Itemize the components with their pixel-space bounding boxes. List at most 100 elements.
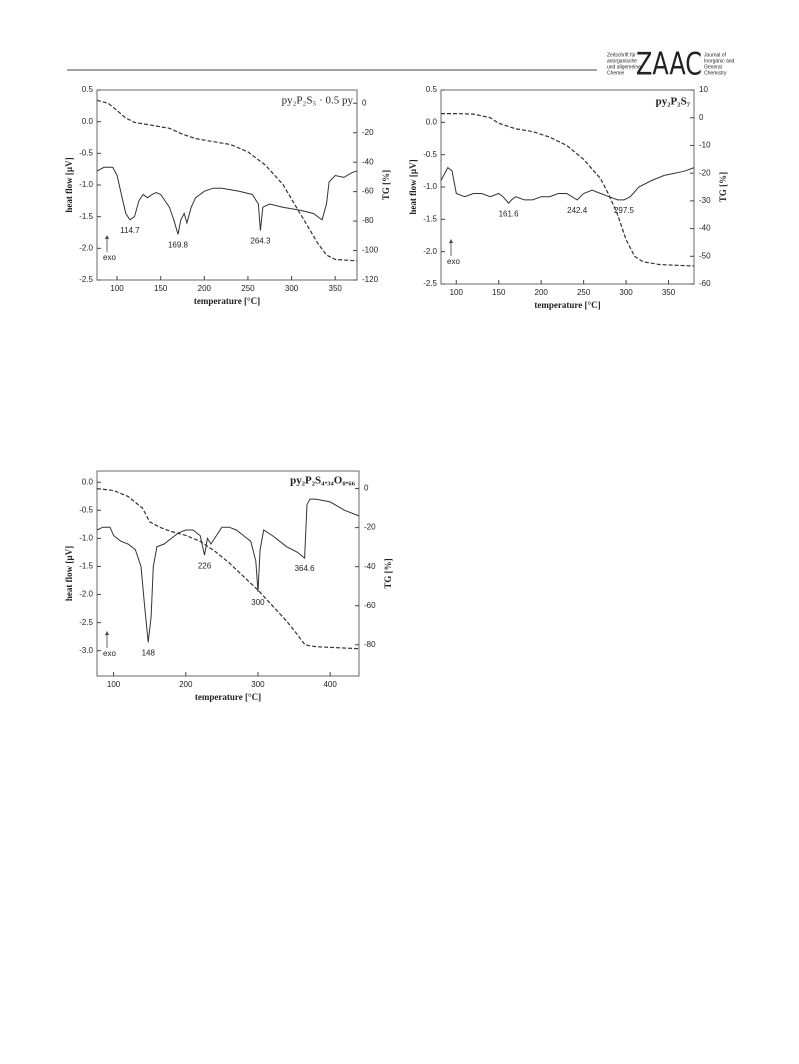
y2-tick-label: 0 — [362, 98, 367, 107]
peak-label: 161.6 — [499, 209, 520, 218]
x-tick-label: 400 — [323, 680, 337, 689]
x-tick-label: 300 — [285, 284, 299, 293]
y-axis-label: heat flow [µV] — [64, 157, 74, 212]
y2-tick-label: 10 — [699, 85, 708, 94]
y2-tick-label: -20 — [364, 523, 376, 532]
peak-label: 226 — [198, 561, 212, 570]
x-axis-label: temperature [°C] — [194, 296, 260, 306]
y2-tick-label: -30 — [699, 196, 711, 205]
exo-label: exo — [103, 649, 116, 658]
chart-title: py₂P₂S₅ · 0.5 py — [282, 95, 354, 107]
x-tick-label: 300 — [619, 288, 633, 297]
heat-flow-line — [96, 498, 360, 643]
y2-tick-label: -60 — [364, 601, 376, 610]
x-axis-label: temperature [°C] — [534, 300, 600, 310]
y2-tick-label: -80 — [364, 640, 376, 649]
heat-flow-line — [96, 166, 358, 235]
y-tick-label: -1.0 — [423, 182, 437, 191]
exo-arrowhead — [449, 239, 453, 243]
y-tick-label: -1.0 — [79, 180, 93, 189]
exo-label: exo — [103, 253, 116, 262]
y2-tick-label: -60 — [362, 187, 374, 196]
peak-label: 114.7 — [120, 226, 140, 235]
y-axis-label: heat flow [µV] — [64, 546, 74, 601]
exo-arrowhead — [105, 631, 109, 635]
x-tick-label: 100 — [107, 680, 121, 689]
y-tick-label: -1.5 — [423, 214, 437, 223]
journal-en: General — [704, 64, 722, 70]
y-tick-label: -2.0 — [79, 243, 93, 252]
y-tick-label: -1.0 — [79, 534, 93, 543]
x-tick-label: 350 — [329, 284, 343, 293]
peak-label: 364.6 — [295, 564, 316, 573]
y-tick-label: -1.5 — [79, 212, 93, 221]
plot-frame — [96, 470, 360, 677]
heat-flow-line — [440, 166, 695, 204]
journal-logo: ZAAC — [636, 47, 702, 83]
x-tick-label: 200 — [179, 680, 193, 689]
peak-label: 297.5 — [614, 206, 635, 215]
journal-de: und allgemeine — [607, 64, 641, 70]
tg-line — [96, 99, 358, 262]
x-tick-label: 150 — [492, 288, 506, 297]
chart-title: py₂P₂S₄.₃₄O₀.₆₆ — [290, 475, 356, 487]
y-tick-label: -2.0 — [423, 247, 437, 256]
x-tick-label: 100 — [110, 284, 124, 293]
y-tick-label: -3.0 — [79, 646, 93, 655]
peak-label: 148 — [142, 648, 156, 657]
x-tick-label: 100 — [450, 288, 464, 297]
journal-de: Zeitschrift für — [607, 52, 636, 58]
y2-axis-label: TG [%] — [383, 558, 393, 588]
y2-tick-label: -20 — [362, 128, 374, 137]
y2-tick-label: -20 — [699, 168, 711, 177]
exo-label: exo — [447, 257, 460, 266]
x-tick-label: 250 — [241, 284, 255, 293]
plot-frame — [96, 89, 358, 281]
y2-tick-label: -40 — [364, 562, 376, 571]
journal-en: Chemistry — [704, 70, 727, 76]
plot-frame — [440, 89, 695, 285]
journal-de: Chemie — [607, 70, 624, 76]
y-tick-label: -0.5 — [423, 150, 437, 159]
y2-tick-label: 0 — [364, 484, 369, 493]
x-tick-label: 250 — [577, 288, 591, 297]
y-tick-label: -2.0 — [79, 590, 93, 599]
y2-axis-label: TG [%] — [718, 172, 728, 202]
y2-tick-label: -120 — [362, 275, 379, 284]
tg-line — [96, 488, 360, 650]
y-tick-label: -2.5 — [423, 279, 437, 288]
journal-en: Inorganic and — [704, 58, 735, 64]
y-tick-label: -1.5 — [79, 562, 93, 571]
y2-tick-label: -40 — [699, 224, 711, 233]
y2-tick-label: 0 — [699, 113, 704, 122]
journal-en: Journal of — [704, 52, 727, 58]
x-tick-label: 350 — [662, 288, 676, 297]
y-tick-label: 0.0 — [426, 117, 438, 126]
chart-title: py₂P₂S₇ — [656, 96, 691, 108]
y-axis-label: heat flow [µV] — [408, 159, 418, 214]
y-tick-label: -0.5 — [79, 505, 93, 514]
y-tick-label: -0.5 — [79, 148, 93, 157]
y2-axis-label: TG [%] — [381, 170, 391, 200]
y-tick-label: -2.5 — [79, 618, 93, 627]
tg-line — [441, 113, 695, 267]
peak-label: 242.4 — [567, 206, 588, 215]
y-tick-label: 0.0 — [82, 117, 94, 126]
exo-arrowhead — [105, 235, 109, 239]
x-tick-label: 300 — [251, 680, 265, 689]
y2-tick-label: -40 — [362, 157, 374, 166]
y-tick-label: -2.5 — [79, 275, 93, 284]
y2-tick-label: -60 — [699, 279, 711, 288]
peak-label: 300 — [251, 598, 265, 607]
peak-label: 264.3 — [250, 237, 271, 246]
x-tick-label: 200 — [198, 284, 212, 293]
y-tick-label: 0.0 — [82, 477, 94, 486]
x-tick-label: 200 — [535, 288, 549, 297]
journal-de: anorganische — [607, 58, 637, 64]
x-tick-label: 150 — [154, 284, 168, 293]
peak-label: 169.8 — [168, 241, 189, 250]
y-tick-label: 0.5 — [426, 85, 438, 94]
y-tick-label: 0.5 — [82, 85, 94, 94]
y2-tick-label: -80 — [362, 216, 374, 225]
